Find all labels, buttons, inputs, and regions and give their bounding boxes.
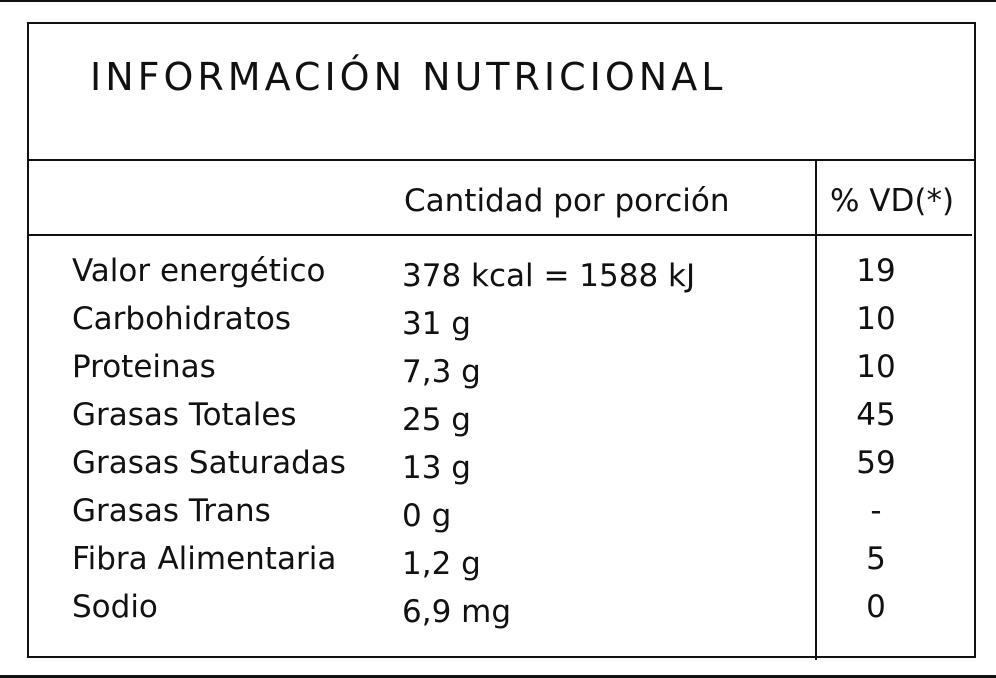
nutrient-amount: 1,2 g [402,546,481,582]
header-divider [27,234,972,236]
nutrient-dv: 45 [856,397,896,433]
nutrient-amount: 13 g [402,450,471,486]
nutrient-dv: 5 [866,541,886,577]
nutrient-name: Carbohidratos [72,301,291,337]
title-divider [27,159,976,161]
nutrient-amount: 25 g [402,402,471,438]
nutrient-name: Grasas Trans [72,493,271,529]
column-divider [815,160,817,660]
nutrient-name: Fibra Alimentaria [72,541,337,577]
label-box [27,22,976,658]
dv-header: % VD(*) [830,183,955,219]
bottom-rule [0,675,996,678]
nutrient-dv: - [870,493,882,529]
title: INFORMACIÓN NUTRICIONAL [90,55,727,99]
amount-header: Cantidad por porción [404,183,730,219]
nutrient-amount: 0 g [402,498,452,534]
nutrient-amount: 6,9 mg [402,594,512,630]
nutrient-dv: 19 [856,253,896,289]
nutrient-amount: 31 g [402,306,471,342]
nutrient-dv: 0 [866,589,886,625]
nutrient-name: Valor energético [72,253,326,289]
nutrient-name: Proteinas [72,349,216,385]
top-rule [0,0,996,2]
nutrient-amount: 378 kcal = 1588 kJ [402,258,696,294]
nutrient-name: Sodio [72,589,158,625]
nutrient-amount: 7,3 g [402,354,481,390]
nutrient-name: Grasas Saturadas [72,445,346,481]
nutrient-dv: 10 [856,301,896,337]
nutrient-name: Grasas Totales [72,397,297,433]
nutrient-dv: 59 [856,445,896,481]
nutrient-dv: 10 [856,349,896,385]
